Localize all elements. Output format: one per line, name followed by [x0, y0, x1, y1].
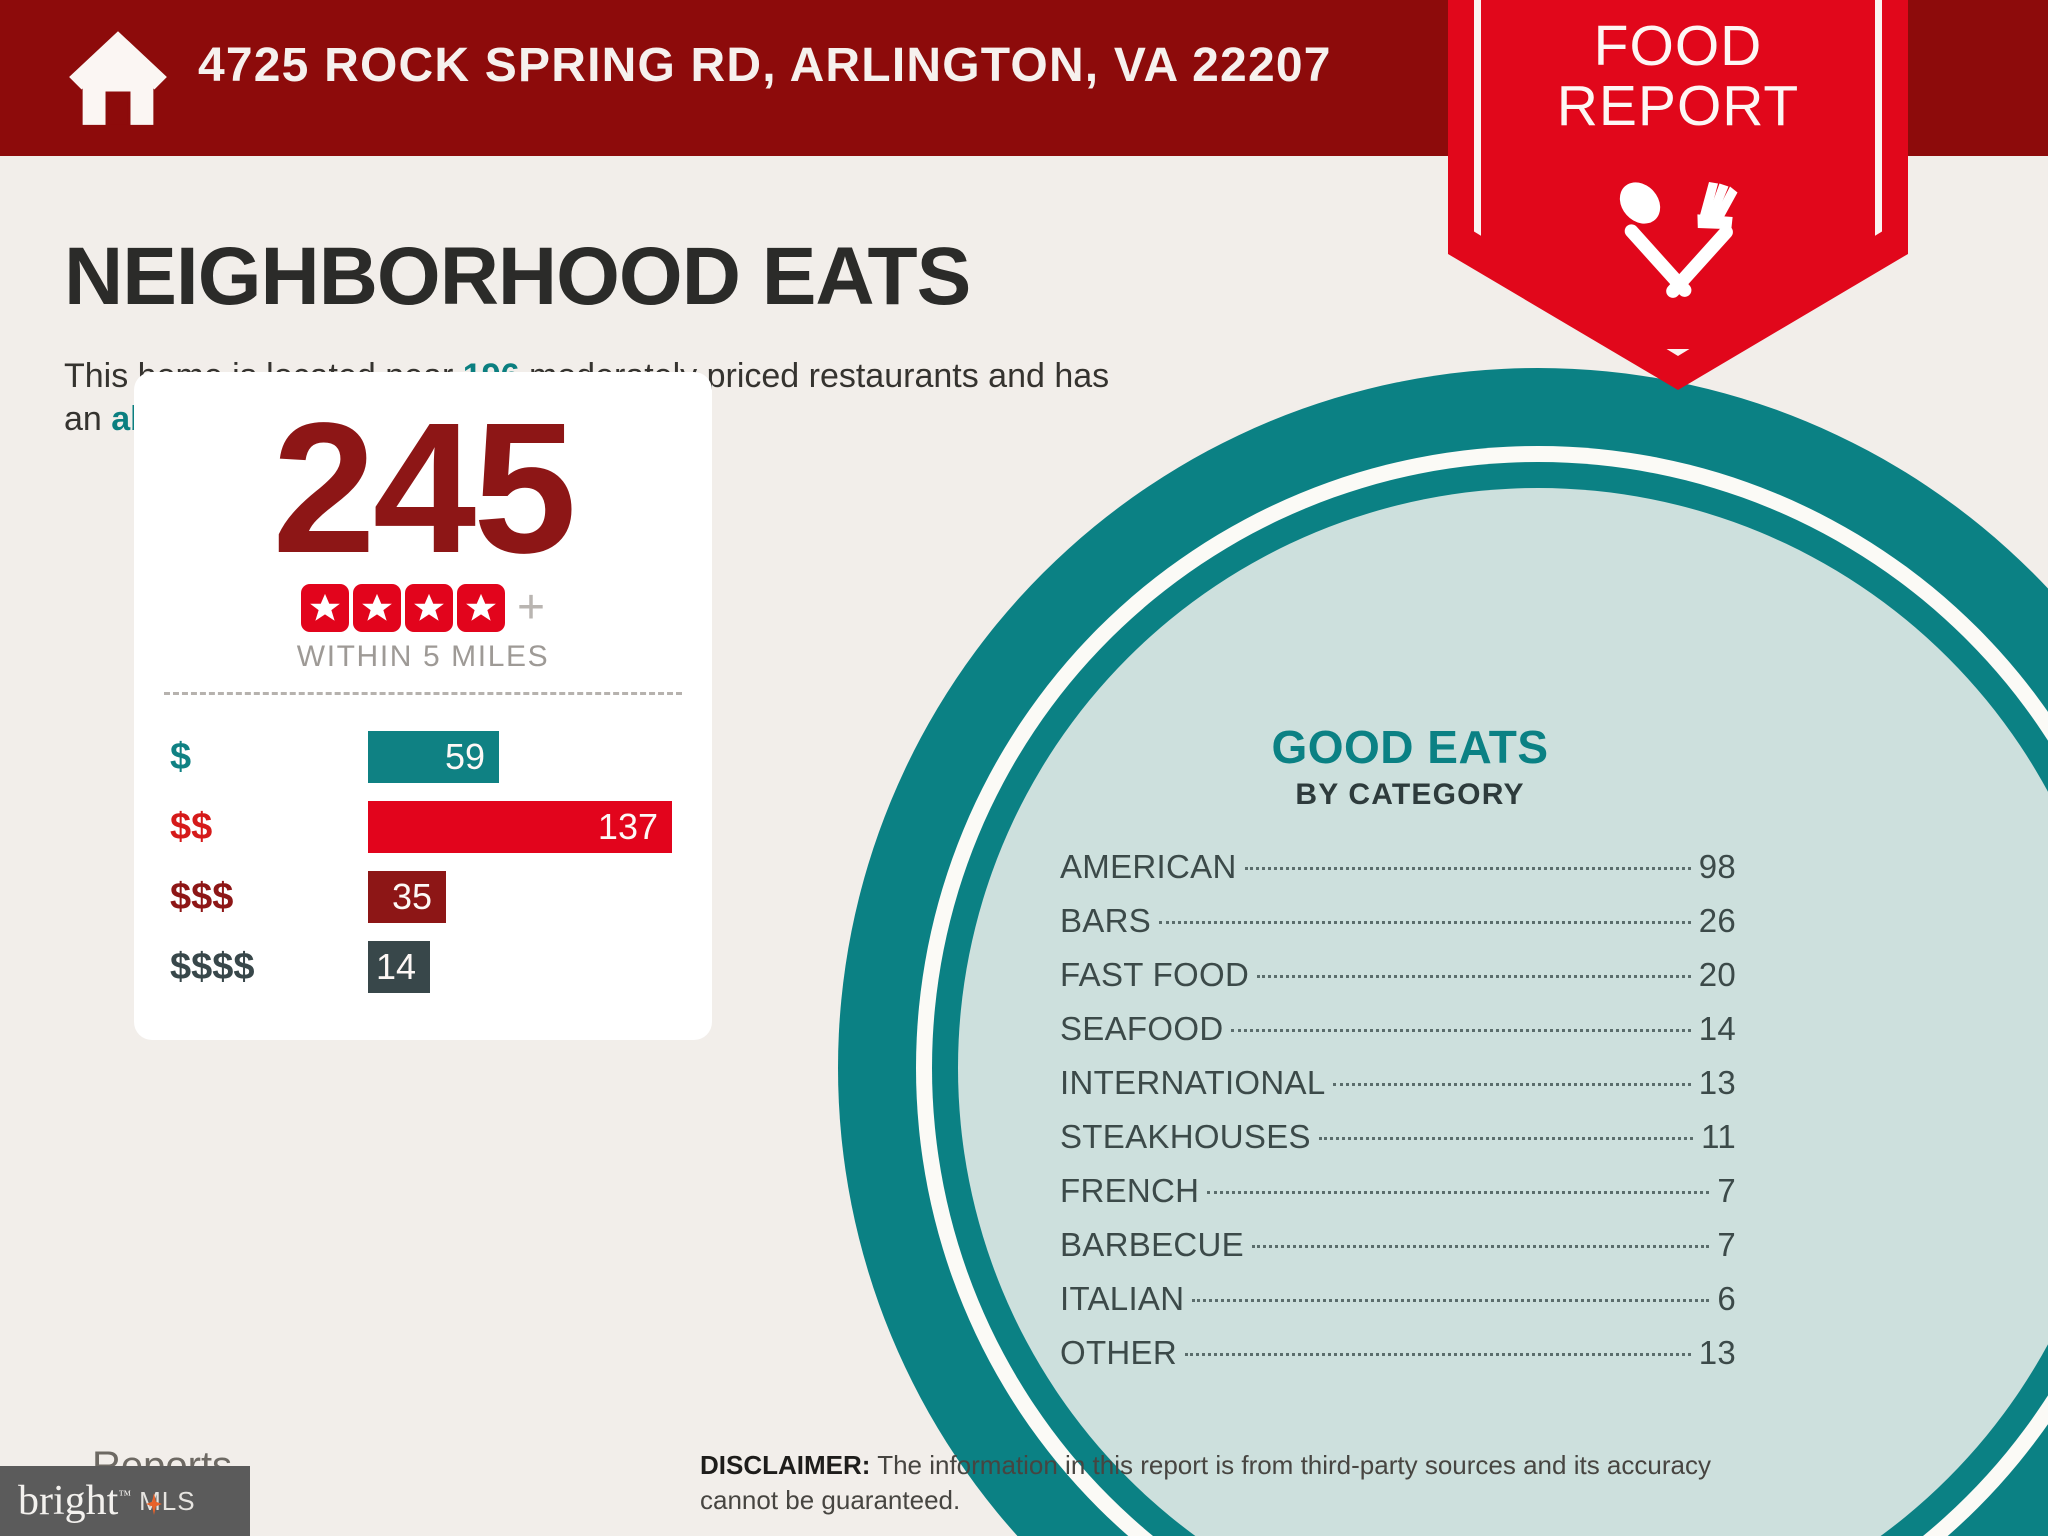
star-rating-row: + — [134, 584, 712, 632]
category-count: 13 — [1698, 1064, 1736, 1101]
category-count: 14 — [1698, 1010, 1736, 1047]
category-row: SEAFOOD 14 — [1060, 1010, 1736, 1064]
category-dot-leader — [1207, 1191, 1710, 1194]
category-row: AMERICAN 98 — [1060, 848, 1736, 902]
category-name: BARS — [1060, 902, 1152, 939]
bright-mls-logo: bright™ MLS — [0, 1466, 250, 1536]
category-row: INTERNATIONAL 13 — [1060, 1064, 1736, 1118]
bright-logo-text: bright — [18, 1478, 119, 1524]
category-dot-leader — [1185, 1353, 1691, 1356]
price-tier-label: $$ — [170, 805, 213, 848]
bright-logo-mls: MLS — [139, 1485, 196, 1516]
home-icon — [69, 31, 167, 125]
price-tier-row: $59 — [134, 722, 712, 792]
category-row: ITALIAN 6 — [1060, 1280, 1736, 1334]
badge-title-line1: FOOD — [1593, 14, 1763, 78]
bright-logo-tm: ™ — [118, 1487, 132, 1502]
category-name: BARBECUE — [1060, 1226, 1244, 1263]
page-title: NEIGHBORHOOD EATS — [64, 231, 971, 322]
badge-title-line2: REPORT — [1556, 74, 1800, 139]
category-name: FRENCH — [1060, 1172, 1200, 1209]
price-tier-bar: 14 — [368, 941, 430, 993]
category-name: FAST FOOD — [1060, 956, 1250, 993]
category-dot-leader — [1231, 1029, 1691, 1032]
category-row: FAST FOOD 20 — [1060, 956, 1736, 1010]
food-report-badge: FOOD REPORT — [1448, 0, 1908, 390]
category-count: 13 — [1698, 1334, 1736, 1371]
star-icon — [300, 584, 349, 632]
category-dot-leader — [1257, 975, 1691, 978]
category-list: AMERICAN 98 BARS 26 FAST FOOD 20 SEAFOOD 14 INTE… — [1060, 848, 1760, 1388]
price-tier-row: $$ 137 — [134, 792, 712, 862]
good-eats-title: GOOD EATS — [1271, 721, 1549, 773]
price-tier-label: $$$$ — [170, 945, 255, 988]
price-tier-bar: 35 — [368, 871, 446, 923]
star-icon — [352, 584, 401, 632]
category-dot-leader — [1333, 1083, 1691, 1086]
header-address: 4725 ROCK SPRING RD, ARLINGTON, VA 22207 — [198, 39, 1332, 92]
category-row: FRENCH 7 — [1060, 1172, 1736, 1226]
price-tier-label: $ — [170, 735, 192, 778]
category-dot-leader — [1251, 1245, 1710, 1248]
category-dot-leader — [1318, 1137, 1694, 1140]
star-icon — [404, 584, 453, 632]
price-tier-label: $$$ — [170, 875, 234, 918]
category-name: SEAFOOD — [1060, 1010, 1224, 1047]
category-row: OTHER 13 — [1060, 1334, 1736, 1388]
price-tier-bar: 59 — [368, 731, 499, 783]
price-tier-row: $$$$ 14 — [134, 932, 712, 1002]
disclaimer-body: The information in this report is from t… — [700, 1450, 1711, 1516]
teal-inner-disc — [958, 488, 2048, 1536]
category-dot-leader — [1159, 921, 1691, 924]
category-row: BARS 26 — [1060, 902, 1736, 956]
within-distance-label: WITHIN 5 MILES — [296, 640, 550, 673]
good-eats-panel: GOOD EATS BY CATEGORY AMERICAN 98 BARS 26 FA… — [1060, 720, 1760, 1388]
category-count: 26 — [1698, 902, 1736, 939]
disclaimer-text: DISCLAIMER: The information in this repo… — [700, 1448, 1760, 1518]
category-row: BARBECUE 7 — [1060, 1226, 1736, 1280]
category-count: 11 — [1701, 1118, 1736, 1155]
category-row: STEAKHOUSES 11 — [1060, 1118, 1736, 1172]
category-count: 7 — [1717, 1226, 1736, 1263]
category-count: 6 — [1717, 1280, 1736, 1317]
category-name: OTHER — [1060, 1334, 1177, 1371]
disclaimer-label: DISCLAIMER: — [700, 1450, 871, 1480]
star-icon — [456, 584, 505, 632]
badge-title: FOOD REPORT — [1448, 16, 1908, 137]
category-dot-leader — [1244, 867, 1691, 870]
total-restaurant-count: 245 — [272, 385, 576, 592]
category-count: 98 — [1698, 848, 1736, 885]
bright-logo-word: bright™ — [18, 1477, 162, 1525]
category-count: 7 — [1717, 1172, 1736, 1209]
category-name: INTERNATIONAL — [1060, 1064, 1326, 1101]
category-count: 20 — [1698, 956, 1736, 993]
category-name: AMERICAN — [1060, 848, 1237, 885]
card-divider — [164, 692, 682, 695]
category-dot-leader — [1192, 1299, 1710, 1302]
spoon-fork-icon — [1619, 182, 1738, 298]
price-tier-bar: 137 — [368, 801, 672, 853]
price-tier-row: $$$ 35 — [134, 862, 712, 932]
category-name: ITALIAN — [1060, 1280, 1185, 1317]
good-eats-subtitle: BY CATEGORY — [1295, 778, 1525, 811]
price-tier-bar-chart: $59 $$ 137 $$$ 35 $$$$ 14 — [134, 722, 712, 1002]
category-name: STEAKHOUSES — [1060, 1118, 1311, 1155]
badge-shield-outline — [1474, 0, 1882, 356]
star-plus-label: + — [516, 581, 546, 634]
restaurant-stats-card: 245 + WITHIN 5 MILES $59 $$ 137 $$$ 35 $$$$ 14 — [134, 372, 712, 1040]
